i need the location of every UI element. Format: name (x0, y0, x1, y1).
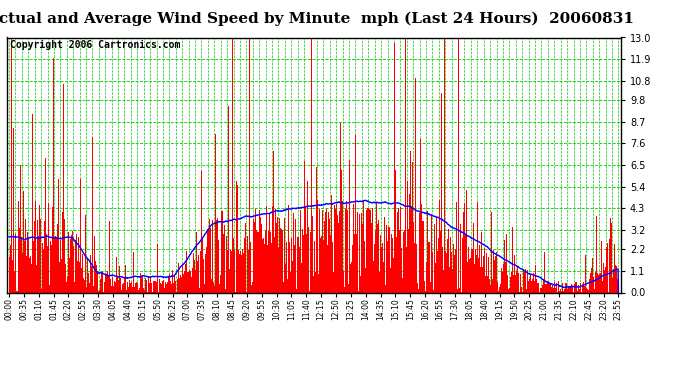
Text: Actual and Average Wind Speed by Minute  mph (Last 24 Hours)  20060831: Actual and Average Wind Speed by Minute … (0, 11, 634, 26)
Text: Copyright 2006 Cartronics.com: Copyright 2006 Cartronics.com (10, 40, 180, 50)
